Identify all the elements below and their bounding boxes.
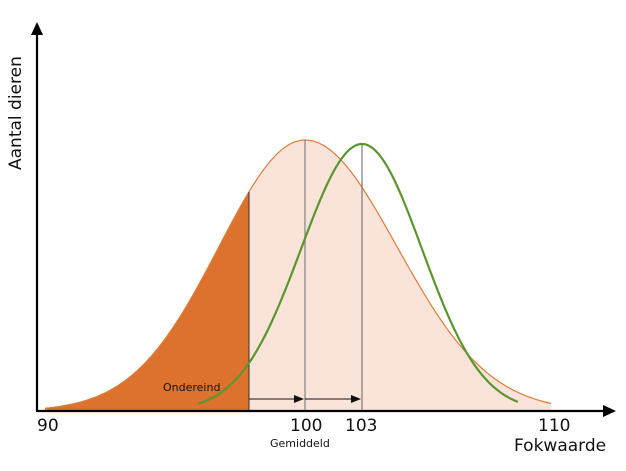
mean-label: Gemiddeld: [270, 437, 330, 450]
lower-tail-label: Ondereind: [163, 381, 221, 394]
lower-tail-area: [45, 191, 249, 411]
tick-110: 110: [538, 416, 571, 436]
offspring-curve: [197, 142, 519, 405]
y-axis: [31, 22, 43, 412]
y-axis-label: Aantal dieren: [6, 56, 26, 170]
shift-arrows: [249, 395, 361, 403]
tick-100: 100: [290, 416, 323, 436]
x-axis: [37, 405, 616, 417]
population-area: [45, 140, 551, 411]
x-axis-label: Fokwaarde: [514, 436, 607, 456]
tick-103: 103: [345, 416, 378, 436]
tick-90: 90: [37, 416, 59, 436]
